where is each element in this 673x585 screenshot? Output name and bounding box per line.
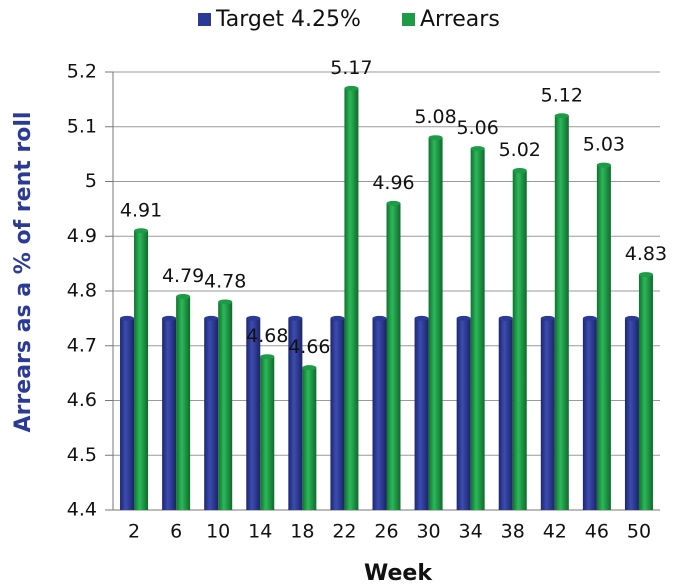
- bar: [428, 137, 443, 510]
- bar: [624, 318, 639, 510]
- bar-cap: [638, 272, 653, 278]
- bar-cap: [204, 315, 219, 321]
- bar: [540, 318, 555, 510]
- data-label: 4.83: [625, 243, 667, 265]
- bar-cap: [540, 315, 555, 321]
- bar: [596, 165, 611, 510]
- bar-cap: [372, 315, 387, 321]
- bar: [246, 318, 261, 510]
- data-label: 4.79: [162, 265, 204, 287]
- bar-cap: [176, 293, 191, 299]
- bar: [512, 170, 527, 511]
- bar: [386, 203, 401, 510]
- y-axis-title: Arrears as a % of rent roll: [11, 112, 36, 433]
- y-tick-label: 4.5: [67, 444, 97, 466]
- bar-cap: [120, 315, 135, 321]
- data-label: 5.02: [499, 139, 541, 161]
- bar: [330, 318, 345, 510]
- bar-cap: [582, 315, 597, 321]
- bar: [204, 318, 219, 510]
- x-tick-label: 18: [290, 521, 314, 543]
- data-label: 5.08: [414, 106, 456, 128]
- x-tick-label: 30: [416, 521, 440, 543]
- x-tick-label: 6: [170, 521, 182, 543]
- data-label: 5.17: [330, 57, 372, 79]
- bar: [120, 318, 135, 510]
- bar-cap: [260, 354, 275, 360]
- legend-swatch: [198, 13, 211, 26]
- y-tick-label: 4.9: [67, 225, 97, 247]
- bar-cap: [414, 315, 429, 321]
- data-label: 5.06: [456, 117, 498, 139]
- y-tick-label: 5.1: [67, 115, 97, 137]
- bar: [302, 367, 317, 510]
- y-tick-label: 4.8: [67, 280, 97, 302]
- bar-cap: [596, 162, 611, 168]
- data-label: 5.12: [541, 84, 583, 106]
- bar: [456, 318, 471, 510]
- bar-cap: [162, 315, 177, 321]
- bar-cap: [554, 113, 569, 119]
- bar: [414, 318, 429, 510]
- bar: [218, 301, 233, 510]
- x-tick-label: 46: [585, 521, 609, 543]
- bar-cap: [428, 135, 443, 141]
- data-label: 5.03: [583, 134, 625, 156]
- y-tick-label: 5.2: [67, 61, 97, 83]
- x-tick-label: 34: [459, 521, 483, 543]
- x-tick-label: 14: [248, 521, 272, 543]
- x-tick-label: 42: [543, 521, 567, 543]
- legend-label: Target 4.25%: [215, 7, 361, 32]
- bar: [288, 318, 303, 510]
- legend-label: Arrears: [420, 7, 500, 32]
- x-tick-label: 10: [206, 521, 230, 543]
- bar-cap: [624, 315, 639, 321]
- data-label: 4.91: [120, 199, 162, 221]
- bar-cap: [302, 365, 317, 371]
- data-label: 4.96: [372, 172, 414, 194]
- x-tick-label: 50: [627, 521, 651, 543]
- bar-cap: [386, 200, 401, 206]
- x-tick-label: 26: [374, 521, 398, 543]
- bar-cap: [288, 315, 303, 321]
- bar-cap: [512, 168, 527, 174]
- bar: [554, 115, 569, 511]
- bar: [176, 296, 191, 510]
- y-tick-label: 5: [85, 170, 97, 192]
- data-label: 4.68: [246, 325, 288, 347]
- bar-cap: [330, 315, 345, 321]
- legend-swatch: [402, 13, 415, 26]
- bar: [260, 356, 275, 510]
- y-tick-label: 4.7: [67, 334, 97, 356]
- bar: [638, 274, 653, 510]
- bar-cap: [456, 315, 471, 321]
- y-tick-label: 4.4: [67, 499, 97, 521]
- bar-cap: [246, 315, 261, 321]
- x-tick-label: 22: [332, 521, 356, 543]
- x-tick-label: 38: [501, 521, 525, 543]
- bar-cap: [218, 299, 233, 305]
- bar-cap: [344, 85, 359, 91]
- bar: [134, 230, 149, 510]
- bar-cap: [470, 146, 485, 152]
- bar: [344, 88, 359, 511]
- bar: [498, 318, 513, 510]
- bar-cap: [134, 228, 149, 234]
- bar: [470, 148, 485, 510]
- bar: [162, 318, 177, 510]
- x-tick-label: 2: [128, 521, 140, 543]
- bar-cap: [498, 315, 513, 321]
- y-tick-label: 4.6: [67, 389, 97, 411]
- data-label: 4.66: [288, 336, 330, 358]
- bar: [372, 318, 387, 510]
- bar: [582, 318, 597, 510]
- x-axis-title: Week: [364, 561, 433, 585]
- data-label: 4.78: [204, 270, 246, 292]
